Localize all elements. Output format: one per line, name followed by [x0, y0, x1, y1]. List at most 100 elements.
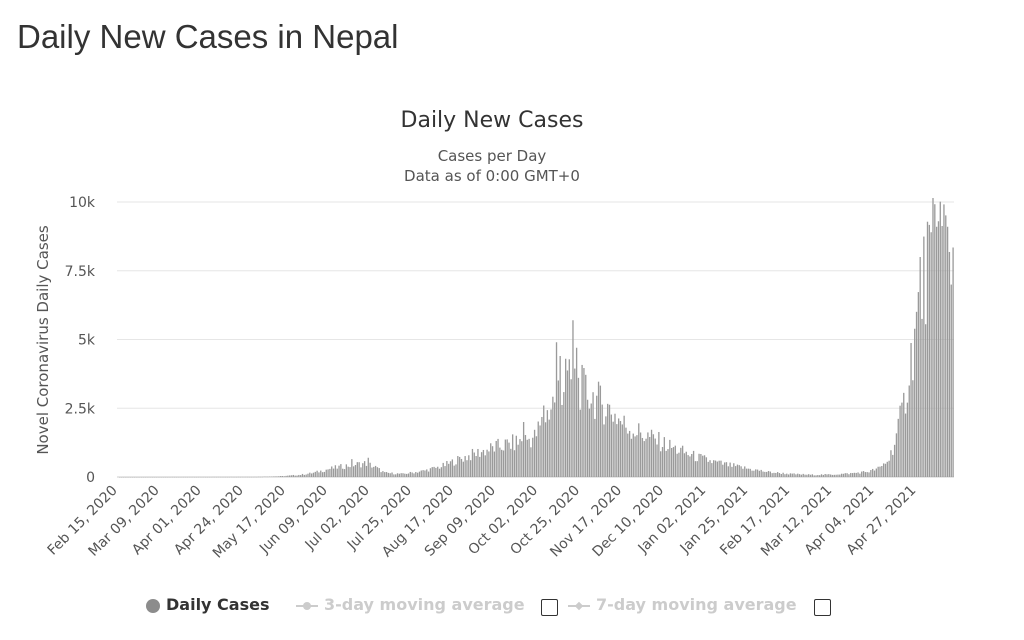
bar-daily-cases[interactable] — [725, 462, 728, 477]
bar-daily-cases[interactable] — [932, 198, 934, 477]
bar-daily-cases[interactable] — [409, 471, 411, 477]
bar-daily-cases[interactable] — [934, 204, 936, 477]
bar-daily-cases[interactable] — [720, 460, 722, 477]
bars[interactable] — [119, 198, 954, 478]
bar-daily-cases[interactable] — [866, 472, 868, 477]
bar-daily-cases[interactable] — [468, 455, 470, 477]
bar-daily-cases[interactable] — [513, 450, 516, 477]
bar-daily-cases[interactable] — [621, 424, 623, 477]
bar-daily-cases[interactable] — [548, 419, 550, 477]
bar-daily-cases[interactable] — [501, 449, 503, 477]
bar-daily-cases[interactable] — [623, 415, 625, 477]
bar-daily-cases[interactable] — [861, 471, 863, 477]
bar-daily-cases[interactable] — [906, 402, 909, 477]
bar-daily-cases[interactable] — [276, 476, 278, 477]
bar-daily-cases[interactable] — [491, 446, 494, 477]
bar-daily-cases[interactable] — [402, 473, 404, 477]
bar-daily-cases[interactable] — [411, 472, 413, 477]
bar-daily-cases[interactable] — [736, 464, 739, 477]
bar-daily-cases[interactable] — [535, 436, 538, 477]
bar-daily-cases[interactable] — [356, 462, 358, 477]
bar-daily-cases[interactable] — [930, 232, 932, 477]
bar-daily-cases[interactable] — [437, 466, 439, 477]
bar-daily-cases[interactable] — [903, 392, 905, 477]
bar-daily-cases[interactable] — [577, 377, 580, 477]
bar-daily-cases[interactable] — [343, 469, 346, 477]
bar-daily-cases[interactable] — [314, 471, 316, 477]
bar-daily-cases[interactable] — [382, 471, 384, 477]
bar-daily-cases[interactable] — [442, 462, 444, 477]
bar-daily-cases[interactable] — [550, 409, 552, 477]
bar-daily-cases[interactable] — [599, 385, 602, 477]
bar-daily-cases[interactable] — [561, 404, 563, 477]
bar-daily-cases[interactable] — [678, 452, 680, 477]
bar-daily-cases[interactable] — [524, 435, 527, 477]
bar-daily-cases[interactable] — [459, 456, 461, 477]
bar-daily-cases[interactable] — [795, 474, 797, 477]
bar-daily-cases[interactable] — [753, 470, 755, 477]
bar-daily-cases[interactable] — [477, 448, 479, 477]
bar-daily-cases[interactable] — [427, 471, 430, 477]
bar-daily-cases[interactable] — [877, 466, 879, 477]
bar-daily-cases[interactable] — [727, 466, 729, 477]
bar-daily-cases[interactable] — [278, 476, 280, 477]
bar-daily-cases[interactable] — [555, 342, 558, 477]
bar-daily-cases[interactable] — [749, 468, 751, 477]
bar-daily-cases[interactable] — [742, 468, 744, 477]
bar-daily-cases[interactable] — [300, 475, 302, 477]
bar-daily-cases[interactable] — [674, 445, 676, 477]
bar-daily-cases[interactable] — [484, 455, 486, 477]
bar-daily-cases[interactable] — [486, 449, 488, 477]
bar-daily-cases[interactable] — [338, 465, 340, 477]
bar-daily-cases[interactable] — [873, 470, 876, 477]
bar-daily-cases[interactable] — [809, 474, 812, 477]
bar-daily-cases[interactable] — [776, 472, 779, 477]
bar-daily-cases[interactable] — [488, 451, 490, 477]
bar-daily-cases[interactable] — [590, 403, 592, 477]
bar-daily-cases[interactable] — [850, 472, 852, 477]
bar-daily-cases[interactable] — [764, 471, 766, 477]
bar-daily-cases[interactable] — [351, 459, 353, 478]
bar-daily-cases[interactable] — [723, 462, 726, 477]
bar-daily-cases[interactable] — [438, 468, 441, 477]
bar-daily-cases[interactable] — [490, 443, 492, 477]
bar-daily-cases[interactable] — [771, 473, 773, 477]
bar-daily-cases[interactable] — [665, 450, 667, 477]
bar-daily-cases[interactable] — [464, 456, 466, 477]
bar-daily-cases[interactable] — [579, 409, 581, 477]
bar-daily-cases[interactable] — [935, 226, 938, 477]
bar-daily-cases[interactable] — [928, 224, 930, 477]
bar-daily-cases[interactable] — [829, 474, 832, 478]
bar-daily-cases[interactable] — [310, 473, 313, 477]
legend-7-day-moving-average[interactable]: 7-day moving average — [568, 595, 797, 614]
bar-daily-cases[interactable] — [890, 450, 892, 477]
bar-daily-cases[interactable] — [802, 473, 804, 477]
bar-daily-cases[interactable] — [448, 463, 450, 477]
bar-daily-cases[interactable] — [539, 425, 541, 477]
bar-daily-cases[interactable] — [884, 463, 887, 477]
bar-daily-cases[interactable] — [881, 466, 883, 477]
bar-daily-cases[interactable] — [327, 469, 329, 477]
bar-daily-cases[interactable] — [612, 421, 614, 477]
bar-daily-cases[interactable] — [767, 471, 770, 477]
bar-daily-cases[interactable] — [948, 251, 951, 477]
bar-daily-cases[interactable] — [607, 403, 609, 477]
bar-daily-cases[interactable] — [586, 399, 589, 477]
bar-daily-cases[interactable] — [331, 466, 333, 477]
bar-daily-cases[interactable] — [537, 421, 539, 477]
bar-daily-cases[interactable] — [572, 320, 574, 477]
bar-daily-cases[interactable] — [279, 476, 282, 477]
bar-daily-cases[interactable] — [769, 471, 771, 477]
bar-daily-cases[interactable] — [676, 453, 678, 477]
bar-daily-cases[interactable] — [380, 472, 382, 477]
bar-daily-cases[interactable] — [910, 343, 912, 477]
bar-daily-cases[interactable] — [652, 434, 655, 477]
bar-daily-cases[interactable] — [888, 460, 890, 477]
bar-daily-cases[interactable] — [522, 422, 525, 477]
bar-daily-cases[interactable] — [471, 448, 474, 477]
bar-daily-cases[interactable] — [566, 370, 569, 477]
bar-daily-cases[interactable] — [588, 408, 591, 477]
bar-daily-cases[interactable] — [303, 474, 305, 477]
bar-daily-cases[interactable] — [734, 466, 737, 477]
bar-daily-cases[interactable] — [393, 474, 395, 477]
